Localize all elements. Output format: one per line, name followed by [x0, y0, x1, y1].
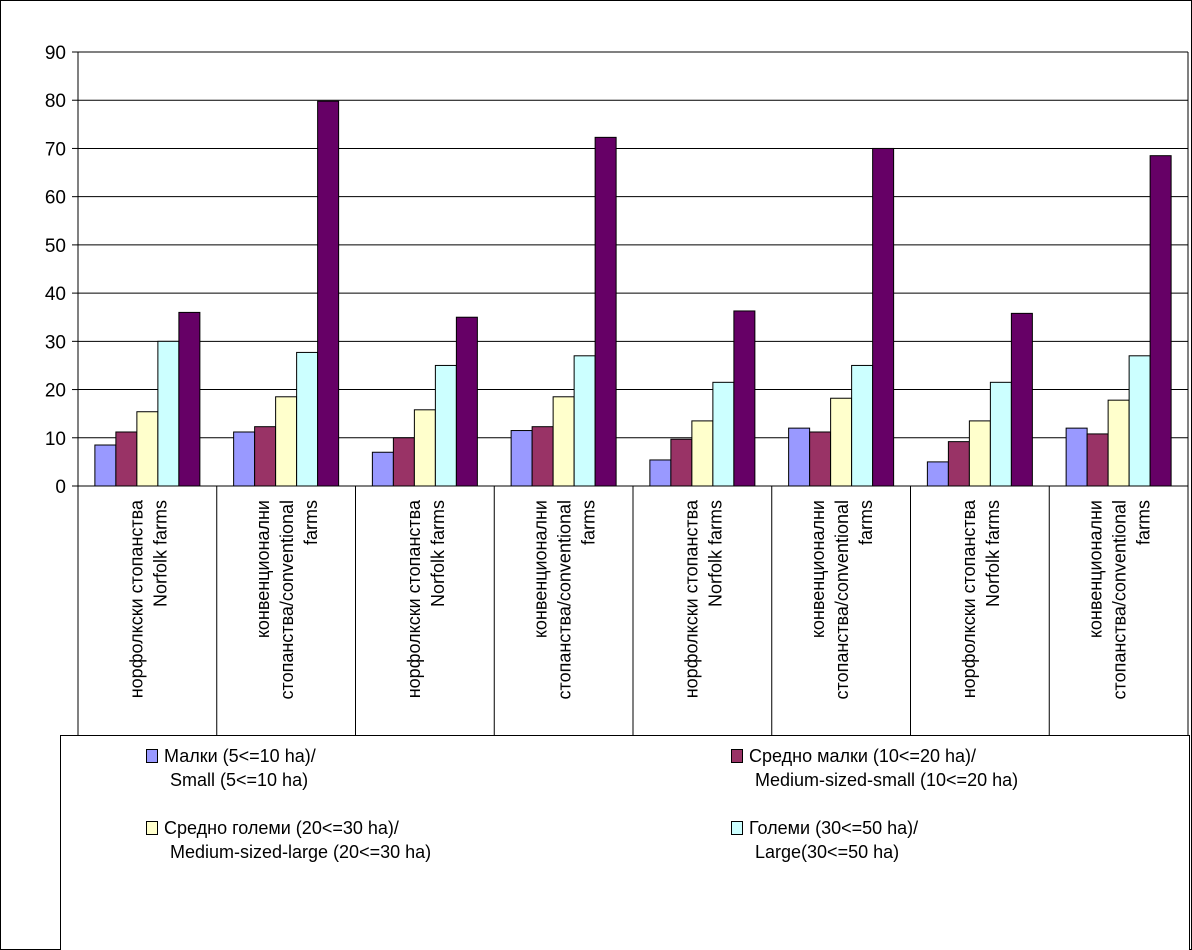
legend-label-large-line2: Large(30<=50 ha)	[755, 842, 900, 862]
bar-series4-cat3	[594, 136, 617, 487]
category-label: стопанства/conventional	[277, 500, 297, 699]
y-tick-label: 50	[45, 236, 66, 257]
legend-label-medium-small-line1: Средно малки (10<=20 ha)/	[749, 746, 976, 766]
category-label: норфолкски стопанства	[959, 499, 979, 698]
bar-series1-cat4	[670, 438, 693, 487]
category-label: конвенционални	[808, 500, 828, 638]
category-label: farms	[856, 500, 876, 545]
legend-swatch-small	[146, 749, 158, 763]
bar-series0-cat6	[926, 461, 949, 487]
bar-series1-cat7	[1086, 433, 1109, 487]
legend-label-medium-large-line1: Средно големи (20<=30 ha)/	[164, 818, 399, 838]
x-axis: норфолкски стопанства Norfolk farms конвен…	[77, 485, 1189, 822]
bar-series4-cat6	[1010, 312, 1033, 487]
y-tick-label: 30	[45, 332, 66, 353]
bar-series1-cat3	[531, 426, 554, 487]
bar-series4-cat4	[733, 310, 756, 487]
legend-label-medium-small-line2: Medium-sized-small (10<=20 ha)	[755, 770, 1019, 790]
y-tick-label: 10	[45, 429, 66, 450]
bar-series2-cat6	[968, 420, 991, 487]
bar-series3-cat4	[712, 381, 735, 487]
bar-series4-cat2	[455, 316, 478, 487]
y-tick-label: 40	[45, 284, 66, 305]
category-label: Norfolk farms	[428, 500, 448, 607]
y-tick-label: 90	[45, 43, 66, 64]
legend-entry-medium-large: Средно големи (20<=30 ha)/ Medium-sized-…	[146, 816, 431, 864]
bar-series3-cat1	[296, 351, 319, 487]
category-label: farms	[1134, 500, 1154, 545]
bar-series1-cat1	[254, 426, 277, 487]
bar-series1-cat5	[809, 431, 832, 487]
y-axis: 0 10 20 30 40 50 60 70 80 90	[45, 43, 1189, 498]
bar-series3-cat7	[1128, 355, 1151, 487]
bar-series2-cat1	[275, 396, 298, 487]
bar-series3-cat3	[573, 355, 596, 487]
category-label: farms	[301, 500, 321, 545]
bar-series2-cat4	[691, 420, 714, 487]
y-tick-label: 0	[55, 477, 66, 498]
y-tick-label: 80	[45, 91, 66, 112]
category-label: Norfolk farms	[983, 500, 1003, 607]
bar-series0-cat1	[233, 431, 256, 487]
legend-swatch-medium-large	[146, 821, 158, 835]
legend-entry-medium-small: Средно малки (10<=20 ha)/ Medium-sized-s…	[731, 744, 1018, 792]
legend-entry-small: Малки (5<=10 ha)/ Small (5<=10 ha)	[146, 744, 316, 792]
legend-label-small-line1: Малки (5<=10 ha)/	[164, 746, 316, 766]
legend-swatch-medium-small	[731, 749, 743, 763]
bar-series0-cat5	[788, 427, 811, 487]
bar-series0-cat4	[649, 459, 672, 487]
category-label: конвенционални	[1086, 500, 1106, 638]
y-tick-label: 60	[45, 188, 66, 209]
bar-series0-cat2	[371, 451, 394, 487]
category-label: конвенционални	[253, 500, 273, 638]
bar-series2-cat0	[136, 411, 159, 487]
bar-series2-cat2	[413, 409, 436, 487]
bar-series3-cat0	[157, 340, 180, 487]
category-label: стопанства/conventional	[1110, 500, 1130, 699]
category-label: норфолкски стопанства	[681, 499, 701, 698]
y-tick-label: 20	[45, 381, 66, 402]
y-tick-label: 70	[45, 139, 66, 160]
category-label: норфолкски стопанства	[126, 499, 146, 698]
bar-series0-cat0	[94, 444, 117, 487]
legend: Малки (5<=10 ha)/ Small (5<=10 ha) Средн…	[60, 735, 1190, 950]
legend-label-large-line1: Големи (30<=50 ha)/	[749, 818, 919, 838]
bar-series4-cat1	[317, 100, 340, 487]
category-label: стопанства/conventional	[555, 500, 575, 699]
bar-series4-cat0	[178, 311, 201, 487]
bar-series3-cat5	[851, 364, 874, 487]
bar-series4-cat7	[1149, 155, 1172, 487]
legend-swatch-large	[731, 821, 743, 835]
bar-series2-cat3	[552, 396, 575, 487]
category-label: Norfolk farms	[705, 500, 725, 607]
legend-entry-large: Големи (30<=50 ha)/ Large(30<=50 ha)	[731, 816, 918, 864]
bar-series2-cat5	[830, 397, 853, 487]
category-label: Norfolk farms	[150, 500, 170, 607]
bar-series2-cat7	[1107, 399, 1130, 487]
bar-series1-cat0	[115, 431, 138, 487]
bar-series1-cat2	[392, 437, 415, 487]
bar-series0-cat3	[510, 430, 533, 487]
bar-series1-cat6	[947, 441, 970, 487]
category-label: норфолкски стопанства	[404, 499, 424, 698]
legend-label-medium-large-line2: Medium-sized-large (20<=30 ha)	[170, 842, 432, 862]
bars	[94, 100, 1172, 487]
bar-series3-cat2	[434, 364, 457, 487]
legend-label-small-line2: Small (5<=10 ha)	[170, 770, 309, 790]
bar-series3-cat6	[989, 381, 1012, 487]
category-label: конвенционални	[531, 500, 551, 638]
bar-series4-cat5	[872, 147, 895, 487]
category-label: farms	[579, 500, 599, 545]
bar-series0-cat7	[1065, 427, 1088, 487]
category-label: стопанства/conventional	[832, 500, 852, 699]
